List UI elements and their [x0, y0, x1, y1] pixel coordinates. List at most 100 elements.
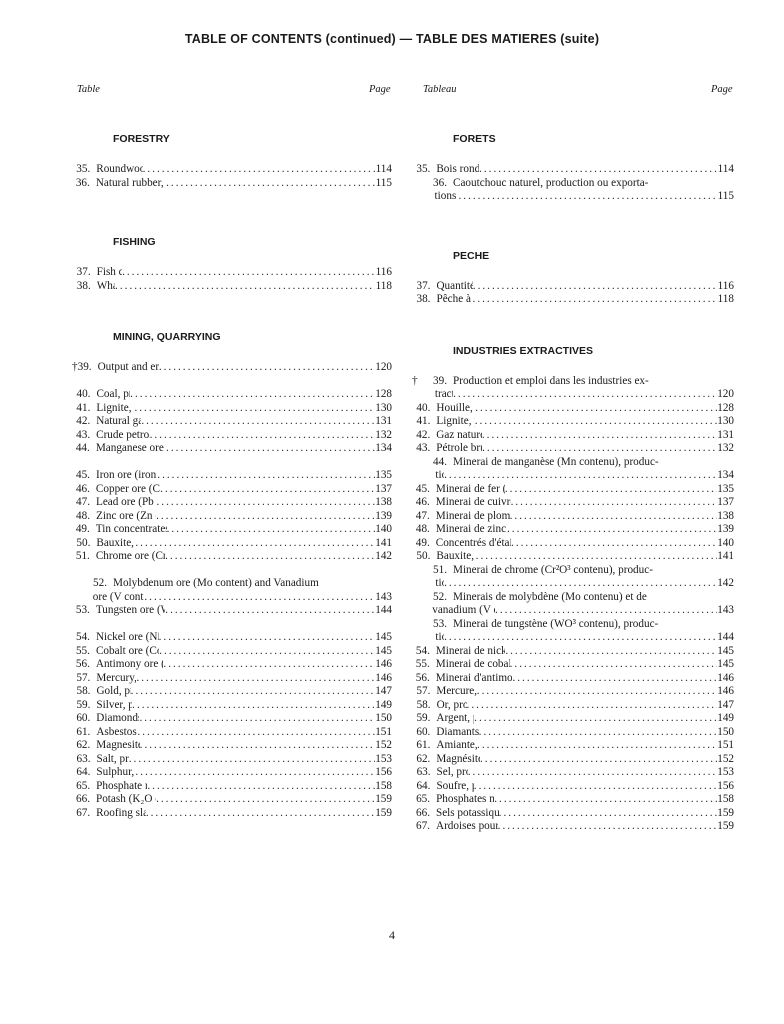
entry-number: 43. — [76, 428, 91, 441]
entry-page: 118 — [375, 279, 392, 292]
entry-line: 55. Minerai de cobalt (Co contenu), produ… — [412, 658, 734, 672]
entry-title: Soufre, production — [436, 779, 473, 792]
toc-entry: 54. Nickel ore (Ni content), production 14… — [72, 631, 392, 645]
toc-entry: 59. Argent, production 149 — [412, 712, 734, 726]
table-column-header: Table — [77, 84, 100, 95]
dot-leader — [512, 672, 717, 686]
dagger-mark — [72, 577, 82, 591]
entry-page: 152 — [717, 752, 734, 765]
entry-line: 53. Tungsten ore (WO₃ content), productio… — [72, 604, 392, 618]
dot-leader — [479, 726, 718, 740]
toc-entry: 46. Copper ore (Cu content), production 13… — [72, 483, 392, 497]
entry-line: tion 142 — [412, 577, 734, 591]
dot-leader — [159, 645, 375, 659]
entry-page: 145 — [717, 658, 734, 670]
toc-entry: 65. Phosphates naturels, production 158 — [412, 793, 734, 807]
dot-leader — [458, 190, 717, 204]
entry-page: 151 — [717, 739, 734, 751]
dot-leader — [477, 685, 717, 699]
entry-title: Zinc ore (Zn content), production — [95, 509, 156, 522]
entry-page: 130 — [375, 401, 393, 414]
dot-leader — [165, 604, 375, 618]
entry-page: 140 — [375, 523, 392, 535]
dot-leader — [165, 550, 375, 564]
entry-title: Chrome ore (Cr₂O₃ content), production — [95, 550, 166, 562]
entry-title: Minerai de zinc (Zn contenu), production — [435, 523, 507, 535]
entry-title: tion — [435, 469, 444, 481]
toc-entry: 67. Ardoises pour toitures, production 159 — [412, 820, 734, 834]
entry-page: 146 — [375, 671, 392, 684]
entry-number: 66. — [416, 806, 430, 819]
entry-line: † 39. Production et emploi dans les indust… — [412, 375, 734, 389]
dagger-mark — [412, 591, 422, 605]
entry-title: Tin concentrates (Sn content), productio… — [95, 523, 167, 535]
toc-entry: 53. Minerai de tungstène (WO³ contenu), p… — [412, 618, 734, 645]
dot-leader — [135, 537, 375, 551]
entry-page: 138 — [717, 509, 734, 522]
entry-number: 57. — [416, 685, 431, 697]
toc-entry: 48. Minerai de zinc (Zn contenu), product… — [412, 523, 734, 537]
entry-title: Bauxite, production — [436, 550, 475, 562]
entry-line: 37. Quantités pêchées 116 — [412, 280, 734, 294]
entry-line: 40. Coal, production 128 — [72, 388, 392, 402]
entry-number: 42. — [76, 415, 91, 427]
entry-page: 159 — [717, 820, 734, 832]
entry-number: 46. — [415, 496, 430, 508]
entry-line: vanadium (V contenu), production 143 — [412, 604, 734, 618]
entry-number: 37. — [76, 266, 91, 278]
dot-leader — [134, 402, 375, 416]
entry-number: 58. — [76, 685, 91, 697]
toc-entry: 35. Bois rond, production 114 — [412, 163, 734, 177]
section-title: MINING, QUARRYING — [113, 331, 221, 343]
entry-number: 53. — [433, 617, 447, 630]
entry-number: 59. — [76, 698, 91, 711]
entry-line: tion 144 — [412, 631, 734, 645]
dot-leader — [157, 469, 375, 483]
entry-line: 65. Phosphate rock, production 158 — [72, 780, 392, 794]
entry-number: 40. — [416, 401, 431, 414]
toc-entry: 44. Manganese ore (Mn content), productio… — [72, 442, 392, 456]
entry-page: 120 — [717, 388, 734, 400]
entry-line: 63. Sel, production 153 — [412, 766, 734, 780]
entry-number: 53. — [75, 604, 90, 616]
entry-title: Concentrés d'étain (Sn contenu), product… — [435, 536, 511, 549]
section-spacer — [72, 190, 392, 236]
dot-leader — [473, 280, 718, 294]
toc-entry: 56. Minerai d'antimoine (Sb contenu), pro… — [412, 672, 734, 686]
toc-entry: 64. Sulphur, production 156 — [72, 766, 392, 780]
entry-title: Pétrole brut, production — [436, 442, 482, 454]
entry-page: 141 — [717, 550, 735, 562]
dot-leader — [505, 483, 717, 497]
entry-number: 62. — [416, 752, 431, 765]
entry-page: 150 — [717, 725, 734, 738]
toc-entry: 45. Iron ore (iron content), production 13… — [72, 469, 392, 483]
dot-leader — [135, 766, 375, 780]
entry-title: Roundwood, production — [96, 163, 143, 175]
entry-title: Minerai de nickel (Ni cont.), production — [435, 644, 506, 657]
entry-title: tion — [435, 631, 444, 643]
dot-leader — [150, 429, 376, 443]
entry-page: 120 — [375, 361, 392, 373]
toc-entry: 51. Chrome ore (Cr₂O₃ content), productio… — [72, 550, 392, 564]
toc-section: INDUSTRIES EXTRACTIVES † 39. Production et … — [412, 345, 734, 834]
entry-number — [417, 631, 435, 645]
entry-page: 153 — [375, 752, 393, 765]
entry-title: Sels potassiques (K²O), production — [435, 806, 499, 819]
dot-leader — [453, 388, 717, 402]
entry-page: 156 — [375, 766, 392, 778]
entry-line: 43. Crude petroleum, production 132 — [72, 429, 392, 443]
entry-title: Coal, production — [96, 388, 130, 400]
entry-page: 159 — [717, 806, 734, 819]
section-title: FISHING — [113, 236, 156, 248]
entry-line: 48. Zinc ore (Zn content), production 139 — [72, 510, 392, 524]
entry-page: 146 — [375, 658, 392, 670]
toc-entry: 57. Mercury, production 146 — [72, 672, 392, 686]
entry-line: 60. Diamants, production 150 — [412, 726, 734, 740]
entry-page: 145 — [375, 631, 392, 643]
entry-number: 48. — [415, 523, 430, 535]
entry-number: 36. — [433, 176, 447, 189]
entry-number: 42. — [416, 428, 431, 441]
dot-leader — [157, 496, 376, 510]
toc-entry: 40. Coal, production 128 — [72, 388, 392, 402]
